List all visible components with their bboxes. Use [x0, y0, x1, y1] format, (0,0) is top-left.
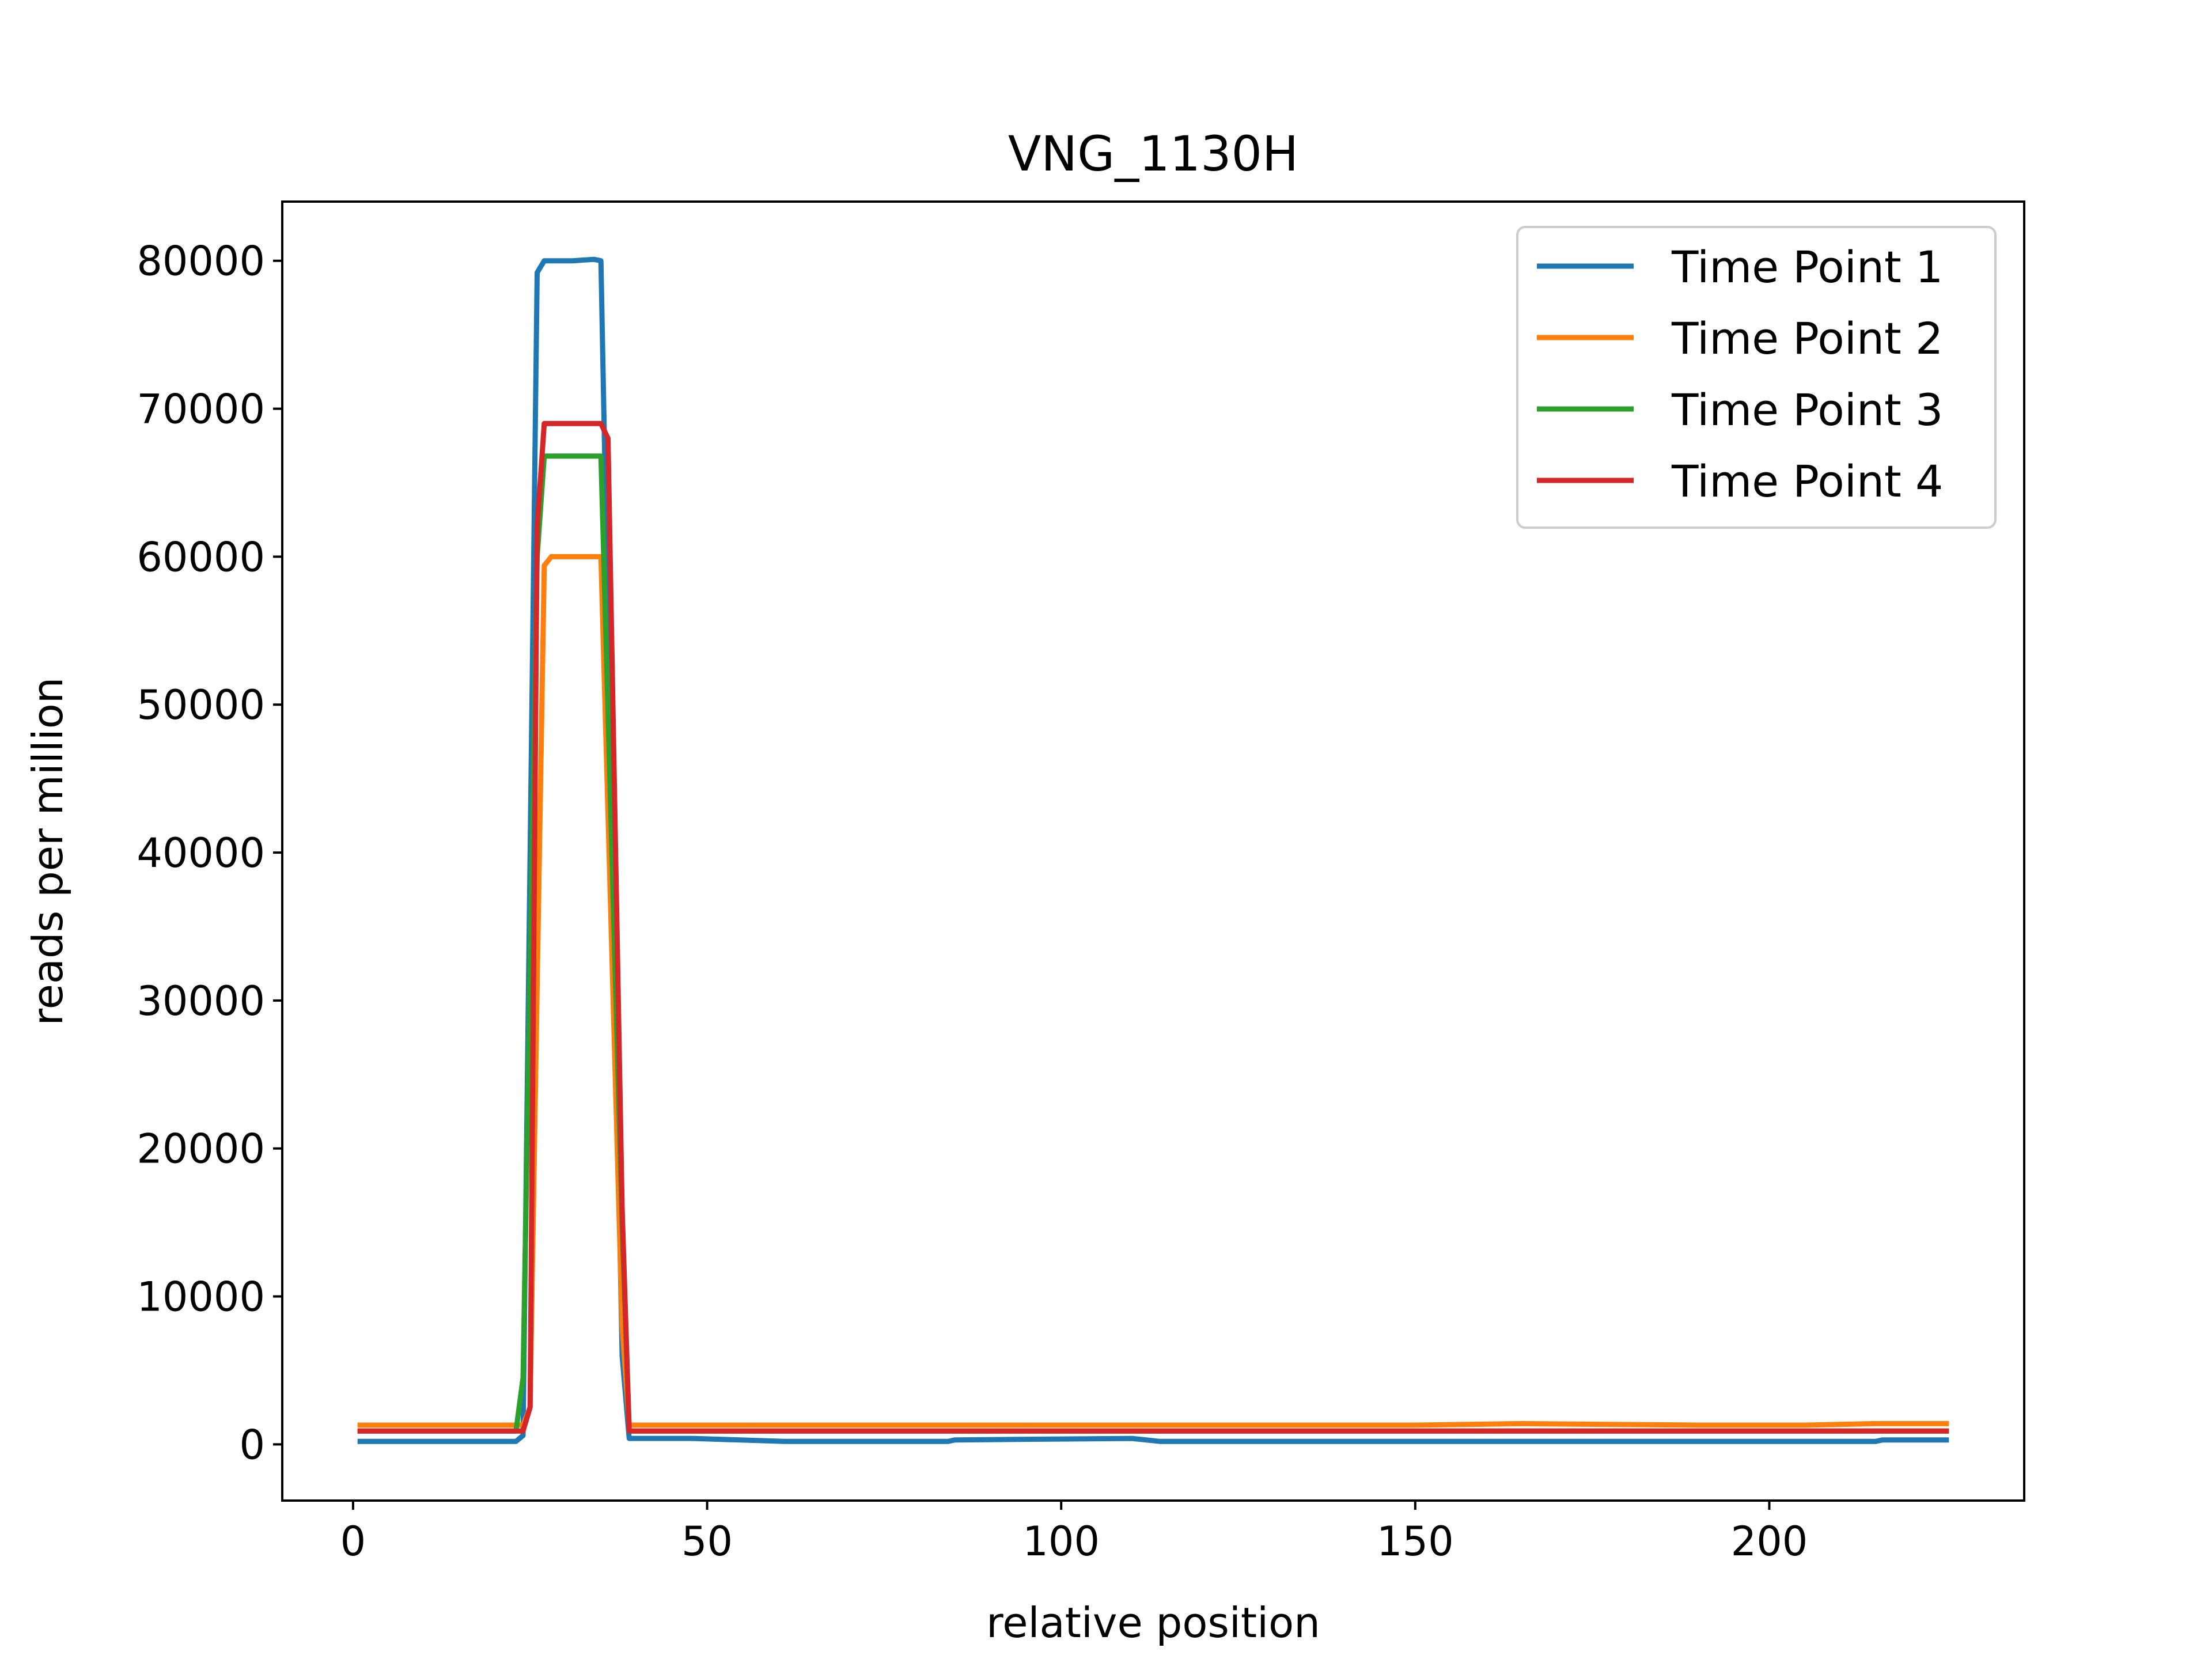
y-tick-label: 0	[239, 1421, 265, 1468]
chart-title: VNG_1130H	[1008, 126, 1298, 182]
x-tick-label: 100	[1022, 1518, 1100, 1565]
x-tick-label: 150	[1377, 1518, 1454, 1565]
plot-lines	[357, 256, 1949, 1444]
y-tick-label: 70000	[137, 386, 265, 433]
y-axis-label: reads per million	[24, 677, 72, 1026]
legend-label: Time Point 4	[1671, 456, 1943, 507]
x-axis-label: relative position	[986, 1599, 1320, 1647]
y-tick-label: 80000	[137, 238, 265, 285]
y-tick-label: 60000	[137, 533, 265, 581]
x-axis-ticks: 0 50 100 150 200	[340, 1501, 1808, 1565]
legend-label: Time Point 2	[1671, 313, 1943, 364]
plot-frame	[281, 200, 2025, 1502]
y-tick-label: 10000	[137, 1274, 265, 1321]
legend: Time Point 1 Time Point 2 Time Point 3 Time…	[1516, 226, 1997, 529]
y-tick-label: 30000	[137, 978, 265, 1025]
y-tick-label: 50000	[137, 681, 265, 729]
y-tick-label: 40000	[137, 830, 265, 877]
series-line-1	[357, 256, 1949, 1444]
legend-label: Time Point 3	[1671, 384, 1943, 435]
legend-label: Time Point 1	[1671, 241, 1943, 293]
x-tick-label: 200	[1731, 1518, 1808, 1565]
x-tick-label: 0	[340, 1518, 366, 1565]
y-tick-label: 20000	[137, 1126, 265, 1173]
legend-box	[1516, 226, 1997, 529]
x-tick-label: 50	[681, 1518, 733, 1565]
series-line-4	[357, 421, 1949, 1434]
y-axis-ticks: 0 10000 20000 30000 40000 50000 60000 70000 8000…	[137, 238, 282, 1468]
